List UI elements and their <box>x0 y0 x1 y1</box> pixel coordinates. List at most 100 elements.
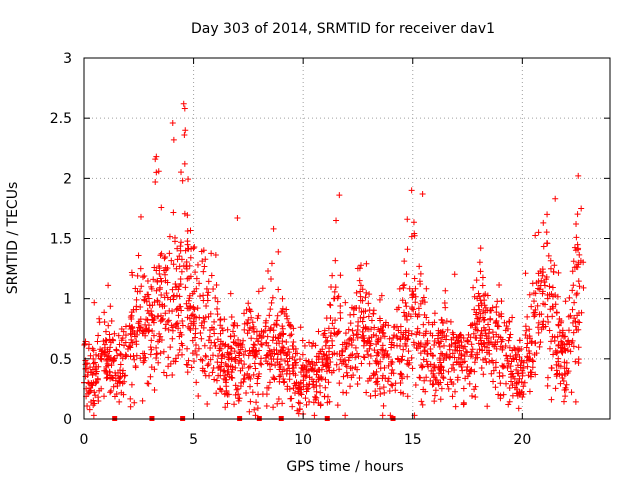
data-point <box>302 395 309 402</box>
data-point <box>545 252 552 259</box>
data-point <box>280 366 287 373</box>
data-point <box>432 376 439 383</box>
data-point <box>558 338 565 345</box>
data-point <box>450 334 457 341</box>
data-point <box>96 387 103 394</box>
data-point <box>531 309 538 316</box>
data-point <box>530 309 537 316</box>
data-point <box>535 324 542 331</box>
data-point <box>184 227 191 234</box>
data-point <box>503 322 510 329</box>
data-point <box>417 374 424 381</box>
data-point <box>571 244 578 251</box>
data-point <box>477 310 484 317</box>
data-point <box>575 356 582 363</box>
data-point <box>483 359 490 366</box>
data-point <box>544 211 551 218</box>
data-point <box>368 326 375 333</box>
data-point <box>352 354 359 361</box>
data-point <box>436 343 443 350</box>
data-point <box>388 370 395 377</box>
data-point <box>398 356 405 363</box>
data-point <box>397 389 404 396</box>
data-point <box>434 335 441 342</box>
data-point <box>267 366 274 373</box>
data-point <box>251 406 258 413</box>
data-point <box>234 385 241 392</box>
data-point <box>223 376 230 383</box>
data-point <box>399 297 406 304</box>
chart-title: Day 303 of 2014, SRMTID for receiver dav… <box>191 21 495 37</box>
data-point <box>272 362 279 369</box>
data-point <box>365 300 372 307</box>
data-point <box>342 330 349 337</box>
data-point <box>397 323 404 330</box>
data-point <box>502 343 509 350</box>
data-point <box>516 389 523 396</box>
data-point <box>233 386 240 393</box>
data-point <box>217 322 224 329</box>
data-point <box>268 260 275 267</box>
x-tick-label: 10 <box>294 432 312 448</box>
data-point <box>545 319 552 326</box>
data-point <box>578 309 585 316</box>
data-point <box>565 313 572 320</box>
data-point <box>217 367 224 374</box>
y-tick-label: 2 <box>63 171 72 187</box>
data-point <box>262 323 269 330</box>
data-point <box>274 312 281 319</box>
data-point <box>573 221 580 228</box>
data-point <box>322 363 329 370</box>
data-point <box>571 299 578 306</box>
data-point <box>131 399 138 406</box>
data-point <box>384 378 391 385</box>
data-point <box>337 272 344 279</box>
data-point <box>490 367 497 374</box>
data-point <box>408 233 415 240</box>
data-point <box>284 358 291 365</box>
data-point <box>366 307 373 314</box>
data-point <box>179 177 186 184</box>
data-point <box>255 337 262 344</box>
data-point <box>499 372 506 379</box>
data-point <box>139 350 146 357</box>
data-point <box>520 391 527 398</box>
data-point <box>236 350 243 357</box>
data-point <box>532 232 539 239</box>
data-point <box>219 327 226 334</box>
data-point <box>555 341 562 348</box>
data-point <box>553 373 560 380</box>
data-point <box>178 169 185 176</box>
data-point <box>121 372 128 379</box>
data-point <box>323 368 330 375</box>
data-point <box>499 362 506 369</box>
data-point <box>89 371 96 378</box>
data-point <box>471 368 478 375</box>
data-point <box>347 383 354 390</box>
data-point <box>295 399 302 406</box>
data-point <box>191 244 198 251</box>
data-point <box>391 332 398 339</box>
data-point <box>558 344 565 351</box>
data-point <box>443 336 450 343</box>
data-point <box>476 306 483 313</box>
data-point <box>542 301 549 308</box>
data-point <box>240 351 247 358</box>
data-point <box>342 412 349 419</box>
data-point <box>195 392 202 399</box>
data-point <box>530 290 537 297</box>
data-point <box>130 306 137 313</box>
data-point <box>562 298 569 305</box>
data-point <box>145 380 152 387</box>
data-point <box>230 339 237 346</box>
data-point <box>558 372 565 379</box>
data-point <box>112 369 119 376</box>
data-point <box>100 338 107 345</box>
data-point <box>246 347 253 354</box>
data-point <box>473 277 480 284</box>
data-point <box>317 402 324 409</box>
data-point <box>177 303 184 310</box>
data-point <box>535 329 542 336</box>
data-point <box>108 374 115 381</box>
data-point <box>516 375 523 382</box>
